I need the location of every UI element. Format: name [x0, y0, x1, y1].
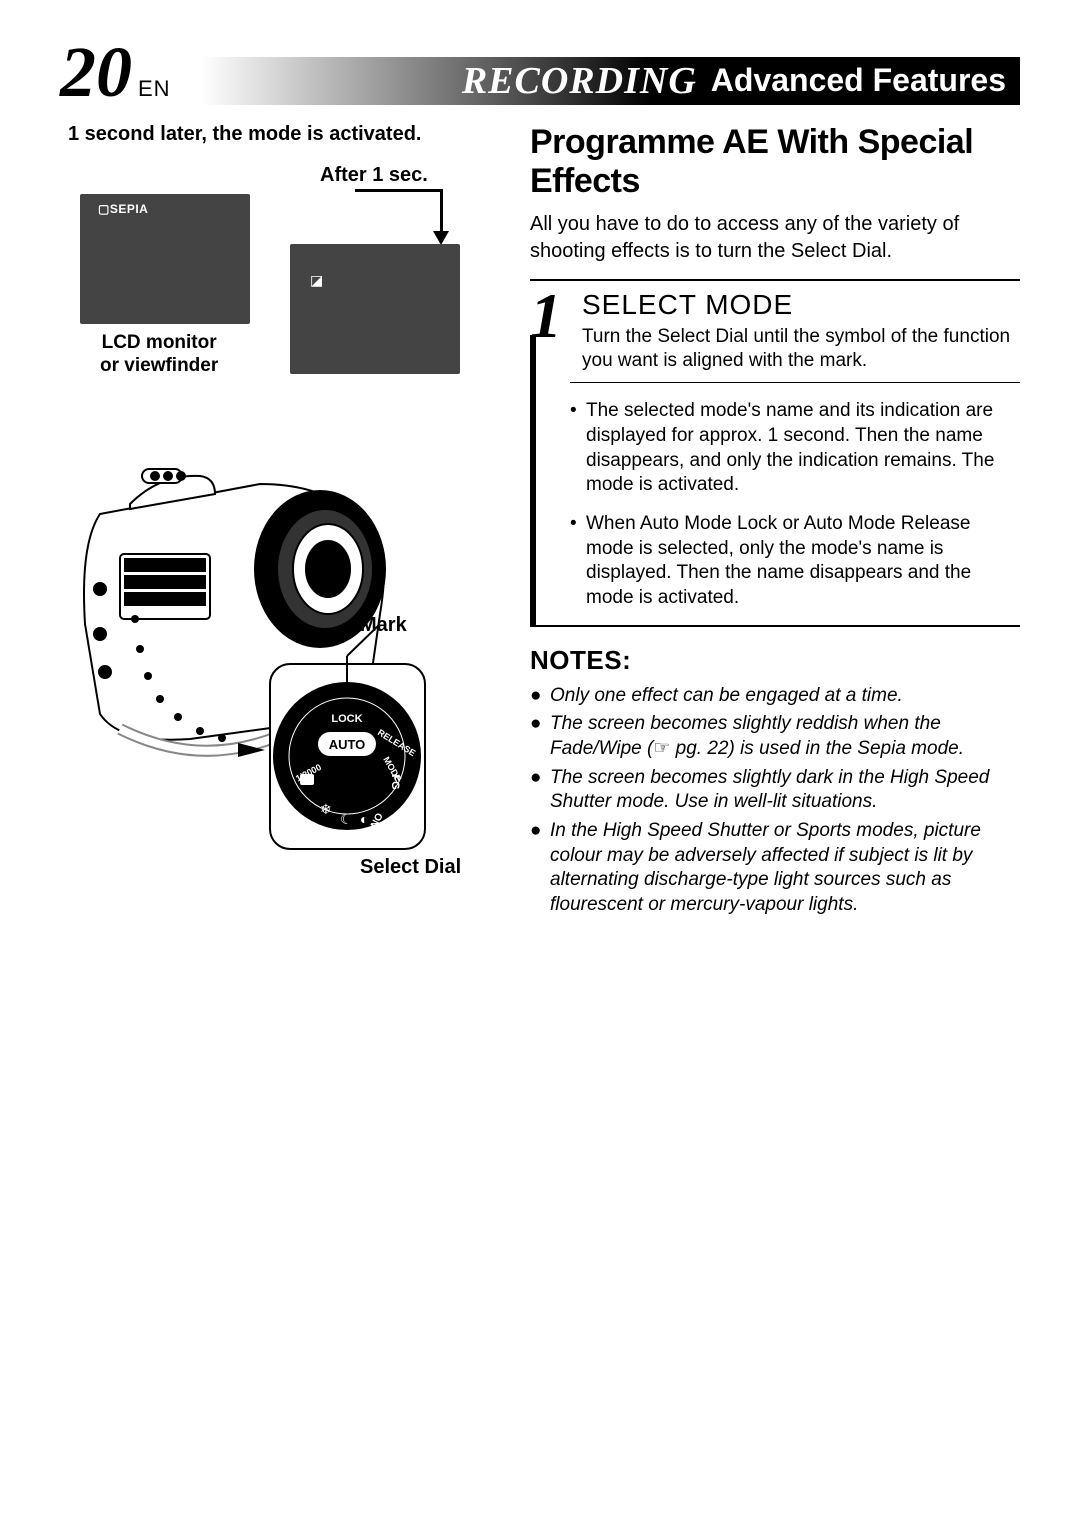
bullet-dot-icon: ● [530, 766, 550, 815]
bullet-dot-icon: • [570, 512, 586, 611]
notes-list: ● Only one effect can be engaged at a ti… [530, 684, 1020, 918]
bullet-dot-icon: ● [530, 712, 550, 761]
lcd-caption-line1: LCD monitor [100, 332, 218, 355]
note-4: ● In the High Speed Shutter or Sports mo… [530, 819, 1020, 918]
svg-text:AUTO: AUTO [329, 737, 366, 752]
bullet-dot-icon: ● [530, 684, 550, 709]
svg-text:◐: ◐ [360, 811, 368, 827]
bullet-dot-icon: ● [530, 819, 550, 918]
mode-icon-small: ◪ [310, 272, 323, 289]
page-number: 20 [60, 40, 132, 105]
page-ref-icon: ☞ [653, 737, 670, 762]
note-3: ● The screen becomes slightly dark in th… [530, 766, 1020, 815]
svg-text:LOCK: LOCK [331, 713, 362, 725]
note-1: ● Only one effect can be engaged at a ti… [530, 684, 1020, 709]
lcd-illustration: After 1 sec. ▢SEPIA ◪ LCD monitor or vie… [60, 164, 490, 374]
note-1-text: Only one effect can be engaged at a time… [550, 684, 903, 709]
mark-label: Mark [360, 614, 407, 637]
bullet-dot-icon: • [570, 399, 586, 498]
step-bullet-1-text: The selected mode's name and its indicat… [586, 399, 1020, 498]
step-bullet-1: • The selected mode's name and its indic… [570, 391, 1020, 498]
step-number: 1 [530, 289, 570, 343]
step-divider [570, 382, 1020, 383]
lcd-box-after: ◪ [290, 244, 460, 374]
lcd-caption: LCD monitor or viewfinder [100, 332, 218, 378]
section-title: Programme AE With Special Effects [530, 123, 1020, 201]
lcd-caption-line2: or viewfinder [100, 355, 218, 378]
note-4-text: In the High Speed Shutter or Sports mode… [550, 819, 1020, 918]
notes-heading: NOTES: [530, 645, 1020, 676]
note-2: ● The screen becomes slightly reddish wh… [530, 712, 1020, 761]
header-recording: RECORDING [462, 59, 697, 103]
camcorder-svg: AUTO LOCK 1/2000 RELEASE MODE FG ON ❄ ☾ … [60, 454, 480, 874]
step-accent-bar [530, 335, 536, 625]
svg-text:❄: ❄ [320, 801, 332, 817]
after-1sec-label: After 1 sec. [320, 164, 428, 187]
section-intro: All you have to do to access any of the … [530, 211, 1020, 265]
page-lang: EN [138, 76, 171, 102]
page-header: 20 EN RECORDING Advanced Features [60, 40, 1020, 105]
svg-text:☾: ☾ [340, 811, 353, 827]
page-number-block: 20 EN [60, 40, 171, 105]
step-1-block: 1 SELECT MODE Turn the Select Dial until… [530, 279, 1020, 627]
left-column-title: 1 second later, the mode is activated. [68, 123, 490, 146]
svg-text:FG: FG [389, 774, 401, 789]
arrow-icon [355, 189, 443, 237]
step-description: Turn the Select Dial until the symbol of… [582, 325, 1020, 374]
note-2-text: The screen becomes slightly reddish when… [550, 712, 1020, 761]
step-heading: SELECT MODE [582, 289, 1020, 321]
select-dial-caption: Select Dial [360, 856, 461, 879]
lcd-box-before: ▢SEPIA [80, 194, 250, 324]
camcorder-illustration: AUTO LOCK 1/2000 RELEASE MODE FG ON ❄ ☾ … [60, 454, 490, 874]
sepia-indicator: ▢SEPIA [98, 202, 148, 216]
step-bullet-2: • When Auto Mode Lock or Auto Mode Relea… [570, 504, 1020, 611]
header-advanced: Advanced Features [711, 62, 1006, 99]
header-banner: RECORDING Advanced Features [201, 57, 1020, 105]
note-3-text: The screen becomes slightly dark in the … [550, 766, 1020, 815]
step-bullet-2-text: When Auto Mode Lock or Auto Mode Release… [586, 512, 1020, 611]
